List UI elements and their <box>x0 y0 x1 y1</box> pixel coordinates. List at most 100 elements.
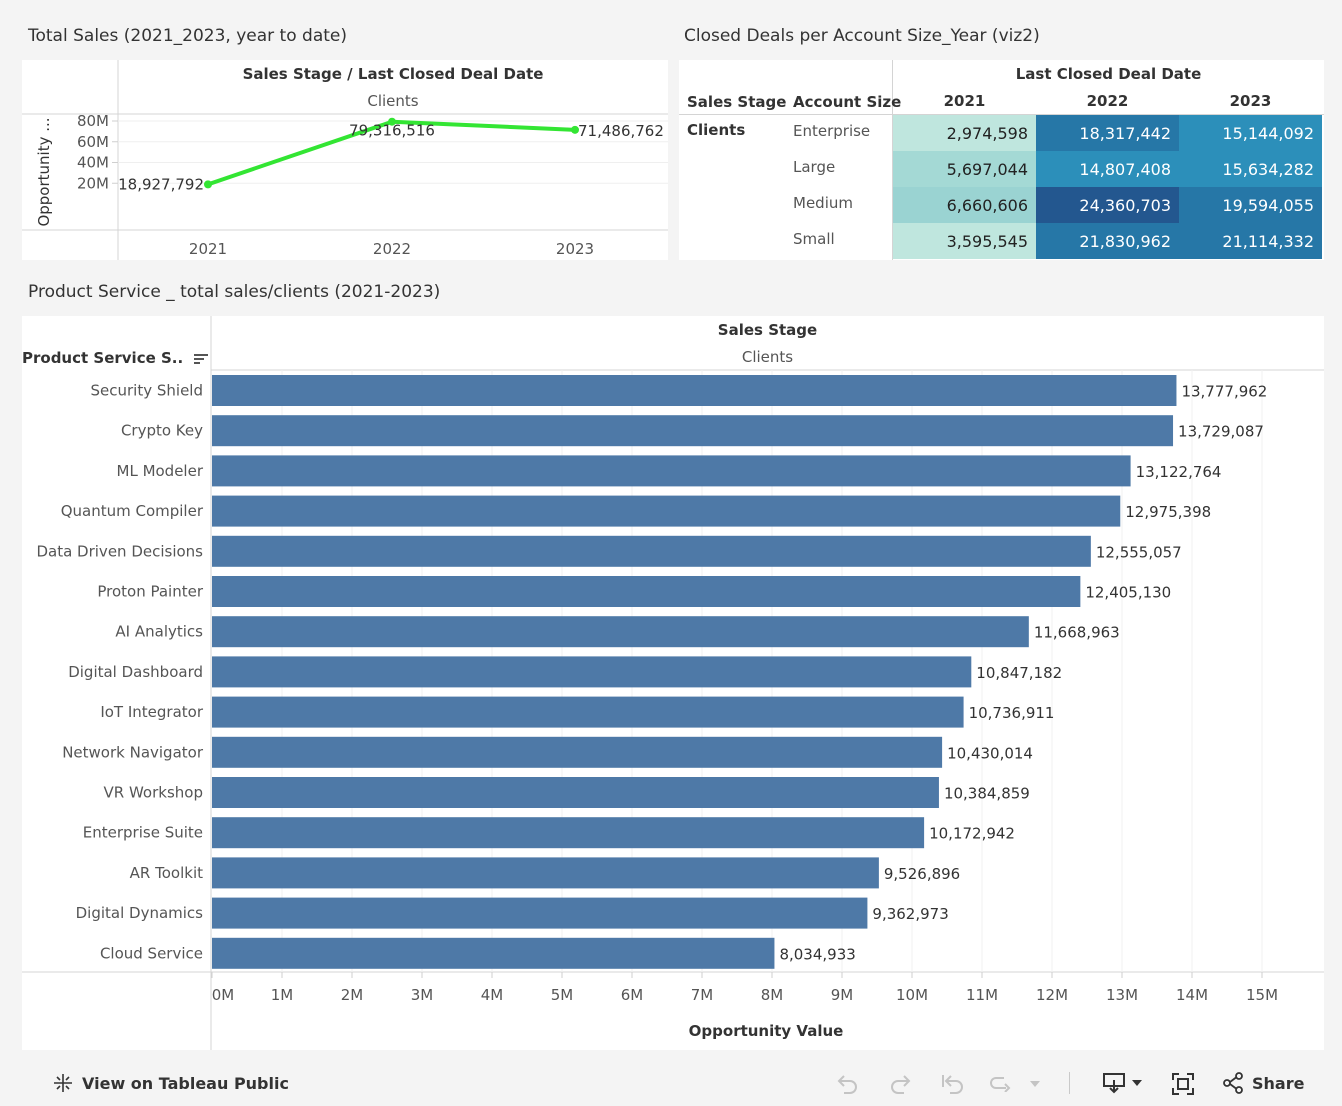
line-point[interactable] <box>204 180 212 189</box>
view-on-tableau-label: View on Tableau Public <box>82 1073 289 1093</box>
bar[interactable] <box>212 495 1121 527</box>
line-y-tick-label: 40M <box>77 154 109 172</box>
bar[interactable] <box>212 857 879 889</box>
bar-category-label: Network Navigator <box>62 743 204 761</box>
bar-category-label: ML Modeler <box>117 462 204 480</box>
heatmap-cell[interactable]: 14,807,408 <box>1036 151 1179 187</box>
view-on-tableau-button[interactable]: View on Tableau Public <box>52 1072 289 1094</box>
heatmap-cell[interactable]: 21,830,962 <box>1036 223 1179 259</box>
line-chart-panel: Sales Stage / Last Closed Deal Date Clie… <box>22 60 668 260</box>
bar-x-tick-label: 13M <box>1106 986 1138 1004</box>
toolbar-divider <box>1069 1072 1070 1094</box>
undo-icon[interactable] <box>836 1072 860 1094</box>
bar[interactable] <box>212 817 925 849</box>
bar-category-label: Cloud Service <box>100 944 203 962</box>
heatmap-row-header-stage: Sales Stage <box>687 93 787 111</box>
bar-category-label: Digital Dynamics <box>76 904 204 922</box>
heatmap-row-label: Large <box>793 158 836 176</box>
heatmap-cell[interactable]: 18,317,442 <box>1036 115 1179 151</box>
bar[interactable] <box>212 455 1131 487</box>
redo-icon[interactable] <box>888 1072 912 1094</box>
revert-icon[interactable] <box>940 1072 966 1094</box>
bar-category-label: VR Workshop <box>104 784 203 802</box>
bar-data-label: 10,430,014 <box>947 744 1033 762</box>
line-data-label: 79,316,516 <box>349 122 435 140</box>
bar-category-label: AR Toolkit <box>130 864 203 882</box>
bar-x-tick-label: 8M <box>761 986 784 1004</box>
bar[interactable] <box>212 375 1177 406</box>
bar-category-label: Proton Painter <box>97 583 203 601</box>
heatmap-title: Closed Deals per Account Size_Year (viz2… <box>684 26 1040 46</box>
heatmap-cell[interactable]: 15,144,092 <box>1179 115 1322 151</box>
line-y-tick-label: 60M <box>77 133 109 151</box>
heatmap-col-label: 2021 <box>943 92 986 110</box>
line-x-tick-label: 2022 <box>373 240 411 258</box>
heatmap-cell[interactable]: 21,114,332 <box>1179 223 1322 259</box>
line-data-label: 71,486,762 <box>578 122 664 140</box>
bar-data-label: 9,526,896 <box>884 865 960 883</box>
heatmap-row-label: Medium <box>793 194 853 212</box>
refresh-dropdown-icon[interactable] <box>990 1074 1040 1092</box>
bar-x-tick-label: 11M <box>966 986 998 1004</box>
bar-category-label: Crypto Key <box>121 422 203 440</box>
bar-data-label: 13,729,087 <box>1178 423 1264 441</box>
heatmap-cell[interactable]: 19,594,055 <box>1179 187 1322 223</box>
bar[interactable] <box>212 777 939 808</box>
bar-category-label: Enterprise Suite <box>83 824 203 842</box>
heatmap-divider <box>892 60 893 260</box>
download-icon[interactable] <box>1102 1072 1150 1094</box>
bar-chart-svg[interactable]: Security Shield Crypto Key ML Modeler Quant… <box>22 316 1324 1050</box>
heatmap-cell[interactable]: 24,360,703 <box>1036 187 1179 223</box>
line-point[interactable] <box>388 117 396 126</box>
heatmap-cell[interactable]: 2,974,598 <box>893 115 1036 151</box>
share-button[interactable]: Share <box>1222 1072 1304 1094</box>
heatmap-cell[interactable]: 15,634,282 <box>1179 151 1322 187</box>
bar[interactable] <box>212 535 1091 567</box>
bar[interactable] <box>212 897 868 929</box>
bar-x-tick-label: 2M <box>341 986 364 1004</box>
bar[interactable] <box>212 656 972 688</box>
line-data-label: 18,927,792 <box>118 175 204 193</box>
line-chart-svg[interactable]: 20M 40M 60M 80M 2021 2022 2023 18,927,792 79,3… <box>22 60 668 260</box>
heatmap-row-label: Small <box>793 230 835 248</box>
bar-x-tick-label: 9M <box>831 986 854 1004</box>
bar-data-label: 13,777,962 <box>1181 383 1267 401</box>
bar-category-label: IoT Integrator <box>100 703 204 721</box>
heatmap-col-label: 2023 <box>1229 92 1272 110</box>
bar-x-tick-label: 10M <box>896 986 928 1004</box>
bar-header-sub: Clients <box>741 348 794 366</box>
bar-x-tick-label: 0M <box>212 986 235 1004</box>
heatmap-row-label: Enterprise <box>793 122 871 140</box>
bar-data-label: 13,122,764 <box>1136 463 1222 481</box>
heatmap-cell[interactable]: 5,697,044 <box>893 151 1036 187</box>
bar-category-label: AI Analytics <box>115 623 203 641</box>
bar-row-header[interactable]: Product Service S.. <box>22 349 209 367</box>
bar-x-tick-label: 15M <box>1246 986 1278 1004</box>
tableau-toolbar: View on Tableau Public Sh <box>8 1052 1342 1106</box>
bar-x-tick-label: 12M <box>1036 986 1068 1004</box>
fullscreen-icon[interactable] <box>1171 1072 1195 1096</box>
bar-data-label: 10,736,911 <box>969 704 1055 722</box>
sort-icon[interactable] <box>194 353 209 365</box>
bar[interactable] <box>212 696 964 728</box>
bar-x-tick-label: 6M <box>621 986 644 1004</box>
heatmap-cell[interactable]: 6,660,606 <box>893 187 1036 223</box>
bar-header-top: Sales Stage <box>717 321 818 339</box>
bar-chart-title: Product Service _ total sales/clients (2… <box>28 282 441 302</box>
line-point[interactable] <box>571 125 579 134</box>
bar-category-label: Security Shield <box>91 382 203 400</box>
bar[interactable] <box>212 616 1029 648</box>
bar[interactable] <box>212 736 943 768</box>
heatmap-cell[interactable]: 3,595,545 <box>893 223 1036 259</box>
bar-data-label: 9,362,973 <box>872 905 948 923</box>
bar[interactable] <box>212 937 775 969</box>
bar-data-label: 10,847,182 <box>976 664 1062 682</box>
bar-data-label: 8,034,933 <box>779 945 855 963</box>
heatmap-stage-value: Clients <box>687 121 746 139</box>
line-x-tick-label: 2023 <box>556 240 594 258</box>
bar-row-header-label: Product Service S.. <box>22 349 184 367</box>
line-header-top: Sales Stage / Last Closed Deal Date <box>242 65 544 83</box>
heatmap-panel: Last Closed Deal Date Sales Stage Accoun… <box>679 60 1324 260</box>
bar[interactable] <box>212 415 1174 447</box>
bar[interactable] <box>212 576 1081 607</box>
